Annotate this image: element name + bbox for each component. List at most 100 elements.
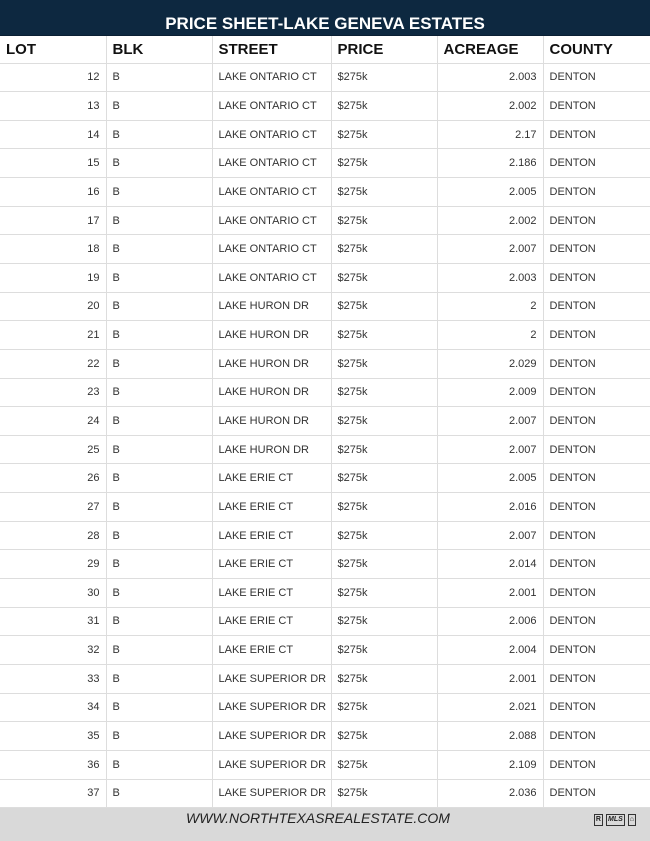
cell-acreage: 2.036 [437, 779, 544, 809]
mls-logo: MLS [605, 814, 625, 826]
cell-lot: 15 [0, 148, 107, 179]
cell-blk: B [106, 320, 213, 350]
cell-lot: 13 [0, 91, 107, 121]
cell-lot: 16 [0, 177, 107, 207]
cell-street: LAKE ONTARIO CT [212, 206, 332, 236]
cell-lot: 12 [0, 63, 107, 93]
cell-blk: B [106, 607, 213, 637]
cell-acreage: 2.009 [437, 378, 544, 408]
cell-price: $275k [331, 664, 438, 694]
cell-price: $275k [331, 234, 438, 264]
cell-acreage: 2.007 [437, 521, 544, 551]
cell-lot: 36 [0, 750, 107, 780]
cell-price: $275k [331, 492, 438, 522]
cell-street: LAKE HURON DR [212, 349, 332, 379]
cell-lot: 34 [0, 693, 107, 723]
cell-county: DENTON [543, 378, 650, 408]
cell-acreage: 2.002 [437, 91, 544, 121]
cell-blk: B [106, 435, 213, 465]
table-row: 30 B LAKE ERIE CT $275k 2.001 DENTON [0, 578, 650, 608]
website-link[interactable]: WWW.NORTHTEXASREALESTATE.COM [186, 810, 450, 826]
cell-blk: B [106, 635, 213, 665]
cell-price: $275k [331, 607, 438, 637]
cell-street: LAKE SUPERIOR DR [212, 750, 332, 780]
cell-blk: B [106, 177, 213, 207]
cell-lot: 31 [0, 607, 107, 637]
cell-price: $275k [331, 91, 438, 121]
cell-price: $275k [331, 463, 438, 494]
cell-street: LAKE SUPERIOR DR [212, 721, 332, 751]
cell-price: $275k [331, 549, 438, 580]
cell-acreage: 2.088 [437, 721, 544, 751]
cell-county: DENTON [543, 263, 650, 293]
cell-lot: 37 [0, 779, 107, 809]
column-header-county: COUNTY [543, 36, 650, 64]
cell-blk: B [106, 206, 213, 236]
cell-blk: B [106, 378, 213, 408]
cell-price: $275k [331, 721, 438, 751]
cell-street: LAKE ERIE CT [212, 463, 332, 494]
cell-acreage: 2.003 [437, 63, 544, 93]
footer: WWW.NORTHTEXASREALESTATE.COM R MLS ⌂ [0, 808, 650, 841]
table-row: 18 B LAKE ONTARIO CT $275k 2.007 DENTON [0, 234, 650, 264]
cell-lot: 30 [0, 578, 107, 608]
table-row: 24 B LAKE HURON DR $275k 2.007 DENTON [0, 406, 650, 436]
table-row: 34 B LAKE SUPERIOR DR $275k 2.021 DENTON [0, 693, 650, 723]
cell-lot: 23 [0, 378, 107, 408]
table-row: 13 B LAKE ONTARIO CT $275k 2.002 DENTON [0, 91, 650, 121]
cell-price: $275k [331, 378, 438, 408]
table-row: 12 B LAKE ONTARIO CT $275k 2.003 DENTON [0, 63, 650, 93]
cell-street: LAKE ERIE CT [212, 635, 332, 665]
cell-blk: B [106, 463, 213, 494]
cell-lot: 18 [0, 234, 107, 264]
cell-price: $275k [331, 292, 438, 322]
cell-street: LAKE SUPERIOR DR [212, 664, 332, 694]
cell-acreage: 2.006 [437, 607, 544, 637]
cell-blk: B [106, 406, 213, 436]
table-row: 19 B LAKE ONTARIO CT $275k 2.003 DENTON [0, 263, 650, 293]
cell-acreage: 2.014 [437, 549, 544, 580]
table-row: 27 B LAKE ERIE CT $275k 2.016 DENTON [0, 492, 650, 522]
cell-blk: B [106, 148, 213, 179]
cell-blk: B [106, 549, 213, 580]
cell-acreage: 2.001 [437, 664, 544, 694]
cell-street: LAKE ONTARIO CT [212, 120, 332, 150]
cell-street: LAKE SUPERIOR DR [212, 693, 332, 723]
cell-blk: B [106, 91, 213, 121]
cell-acreage: 2.17 [437, 120, 544, 150]
cell-county: DENTON [543, 320, 650, 350]
footer-logos: R MLS ⌂ [593, 814, 636, 826]
cell-blk: B [106, 578, 213, 608]
cell-acreage: 2.016 [437, 492, 544, 522]
cell-price: $275k [331, 148, 438, 179]
cell-price: $275k [331, 693, 438, 723]
cell-blk: B [106, 234, 213, 264]
cell-acreage: 2.109 [437, 750, 544, 780]
cell-lot: 20 [0, 292, 107, 322]
cell-price: $275k [331, 406, 438, 436]
cell-acreage: 2.007 [437, 435, 544, 465]
cell-price: $275k [331, 349, 438, 379]
cell-price: $275k [331, 578, 438, 608]
cell-county: DENTON [543, 148, 650, 179]
table-row: 31 B LAKE ERIE CT $275k 2.006 DENTON [0, 607, 650, 637]
table-row: 14 B LAKE ONTARIO CT $275k 2.17 DENTON [0, 120, 650, 150]
table-row: 32 B LAKE ERIE CT $275k 2.004 DENTON [0, 635, 650, 665]
cell-price: $275k [331, 63, 438, 93]
column-header-street: STREET [212, 36, 332, 64]
column-header-price: PRICE [331, 36, 438, 64]
cell-county: DENTON [543, 292, 650, 322]
cell-acreage: 2.005 [437, 177, 544, 207]
column-header-blk: BLK [106, 36, 213, 64]
cell-street: LAKE ERIE CT [212, 492, 332, 522]
cell-street: LAKE ONTARIO CT [212, 148, 332, 179]
cell-street: LAKE HURON DR [212, 320, 332, 350]
cell-acreage: 2.001 [437, 578, 544, 608]
cell-blk: B [106, 349, 213, 379]
cell-acreage: 2.004 [437, 635, 544, 665]
cell-street: LAKE ERIE CT [212, 607, 332, 637]
cell-county: DENTON [543, 549, 650, 580]
cell-county: DENTON [543, 521, 650, 551]
cell-price: $275k [331, 521, 438, 551]
cell-lot: 27 [0, 492, 107, 522]
